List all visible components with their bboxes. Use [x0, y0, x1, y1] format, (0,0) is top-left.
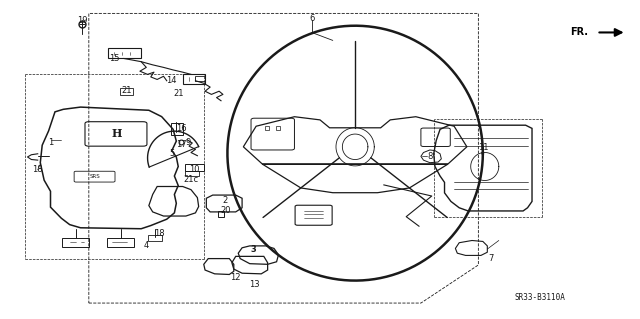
Text: H: H — [112, 128, 122, 139]
Text: 21: 21 — [122, 86, 132, 95]
Text: 14: 14 — [166, 76, 177, 85]
Text: 4: 4 — [143, 241, 149, 250]
Text: 16: 16 — [176, 124, 187, 133]
Text: 2: 2 — [223, 196, 228, 205]
Text: 1: 1 — [48, 137, 53, 146]
Text: 17: 17 — [176, 140, 187, 149]
Text: 9: 9 — [185, 137, 191, 146]
Text: 13: 13 — [250, 279, 260, 288]
Text: 3: 3 — [250, 245, 256, 254]
Text: SR33-B3110A: SR33-B3110A — [515, 293, 566, 302]
Text: 5: 5 — [169, 149, 175, 158]
Text: FR.: FR. — [570, 27, 588, 37]
Text: 6: 6 — [309, 14, 314, 23]
Text: 19: 19 — [77, 16, 88, 25]
Text: 11: 11 — [477, 143, 488, 152]
Text: 15: 15 — [109, 54, 120, 63]
Text: SRS: SRS — [90, 174, 100, 179]
Text: 8: 8 — [427, 152, 433, 161]
Text: 20: 20 — [220, 206, 231, 215]
Text: 18: 18 — [154, 229, 164, 238]
Text: 10: 10 — [189, 165, 200, 174]
Text: 7: 7 — [488, 254, 494, 263]
Text: 21c: 21c — [184, 175, 198, 184]
Text: 12: 12 — [230, 273, 241, 282]
Text: 18: 18 — [33, 165, 43, 174]
Text: 21: 21 — [173, 89, 184, 98]
